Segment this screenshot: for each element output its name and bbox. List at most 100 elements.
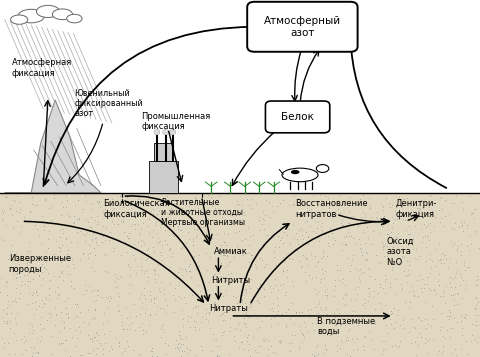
Text: Нитраты: Нитраты	[209, 304, 248, 313]
Point	[219, 317, 227, 323]
Point	[457, 241, 465, 247]
Point	[154, 303, 161, 309]
Point	[156, 305, 164, 311]
Point	[186, 261, 194, 266]
Point	[140, 206, 147, 212]
Point	[256, 343, 264, 349]
Point	[143, 307, 150, 312]
Point	[363, 250, 371, 256]
Point	[354, 285, 362, 290]
Point	[24, 272, 31, 278]
Point	[247, 196, 255, 202]
Point	[382, 276, 390, 281]
Point	[331, 318, 338, 323]
Point	[410, 325, 418, 330]
Point	[267, 323, 275, 329]
Point	[178, 307, 186, 313]
Point	[329, 312, 336, 318]
Point	[15, 199, 23, 205]
Point	[41, 196, 49, 202]
Point	[175, 340, 182, 346]
Point	[3, 279, 11, 285]
Point	[457, 318, 465, 324]
Point	[451, 274, 459, 280]
Point	[100, 331, 108, 337]
Point	[436, 293, 444, 299]
Point	[266, 215, 274, 220]
Point	[473, 340, 480, 345]
Point	[403, 258, 410, 264]
Point	[265, 199, 273, 205]
Point	[174, 345, 181, 351]
Point	[6, 205, 14, 211]
Point	[359, 318, 366, 324]
Point	[59, 318, 66, 324]
Point	[120, 229, 128, 235]
Point	[470, 354, 478, 357]
Point	[418, 239, 426, 245]
Point	[295, 343, 303, 349]
Point	[179, 218, 187, 224]
Point	[364, 236, 372, 241]
Point	[472, 294, 480, 300]
Point	[93, 345, 100, 351]
Point	[90, 334, 98, 340]
Point	[336, 210, 344, 216]
Text: Ювенильный
фиксированный
азот: Ювенильный фиксированный азот	[74, 89, 143, 119]
Point	[389, 239, 396, 245]
Point	[28, 256, 36, 261]
Point	[302, 229, 310, 235]
Point	[473, 273, 480, 279]
Point	[0, 318, 8, 324]
Point	[292, 311, 300, 316]
Point	[271, 276, 278, 282]
Point	[372, 307, 379, 312]
Point	[128, 282, 135, 288]
Point	[218, 312, 226, 317]
Point	[232, 229, 240, 235]
Point	[119, 326, 127, 332]
Point	[34, 350, 42, 356]
Point	[412, 215, 420, 221]
Point	[468, 241, 475, 247]
Point	[348, 336, 356, 342]
Point	[459, 295, 467, 301]
Point	[364, 285, 372, 291]
Point	[282, 309, 290, 315]
Point	[176, 227, 183, 233]
Point	[137, 227, 144, 232]
Point	[51, 289, 59, 295]
Point	[86, 250, 94, 256]
Point	[387, 311, 395, 316]
Point	[334, 207, 342, 212]
Point	[471, 336, 479, 342]
Point	[91, 217, 99, 223]
Point	[342, 290, 349, 296]
Point	[369, 294, 376, 300]
Point	[157, 335, 165, 340]
Point	[141, 208, 149, 213]
Point	[301, 219, 309, 225]
Point	[267, 289, 275, 295]
Point	[103, 269, 111, 275]
Point	[71, 343, 79, 348]
Point	[352, 296, 360, 302]
Point	[127, 264, 134, 270]
Point	[466, 247, 473, 253]
Point	[358, 314, 366, 320]
Point	[312, 263, 319, 269]
Point	[391, 217, 398, 222]
Point	[28, 300, 36, 306]
Point	[393, 216, 401, 222]
Point	[398, 253, 406, 258]
Point	[454, 290, 462, 296]
Point	[145, 322, 153, 328]
Point	[123, 326, 131, 332]
Point	[196, 202, 204, 207]
Point	[457, 248, 465, 253]
Point	[291, 193, 299, 199]
Point	[0, 289, 4, 295]
Point	[376, 301, 384, 306]
Point	[20, 217, 28, 222]
Point	[107, 295, 115, 301]
